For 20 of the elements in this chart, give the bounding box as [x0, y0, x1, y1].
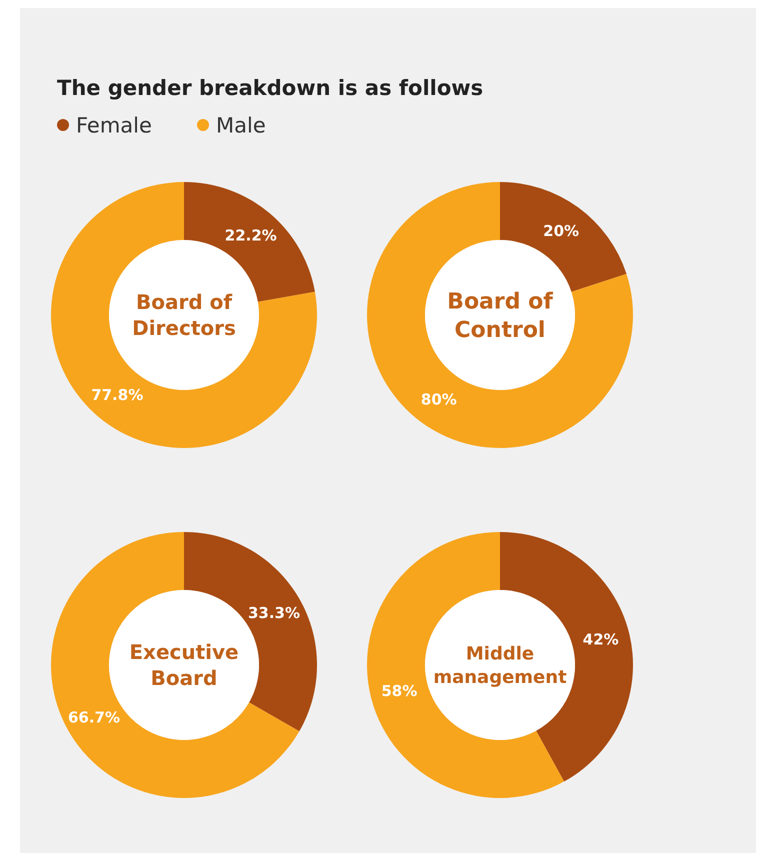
legend-label: Female: [76, 113, 152, 138]
data-label: 22.2%: [224, 226, 277, 245]
legend-label: Male: [216, 113, 266, 138]
donut-slice: [367, 182, 633, 448]
donut-slice: [51, 532, 300, 798]
donut-slice: [500, 182, 626, 292]
data-label: 33.3%: [248, 604, 300, 622]
donut-slice: [367, 532, 564, 798]
text: Middle management: [433, 644, 568, 688]
data-label: 58%: [381, 682, 418, 700]
chart-title: The gender breakdown is as follows: [57, 76, 484, 100]
data-label: 42%: [582, 630, 619, 648]
data-label: 66.7%: [68, 708, 120, 726]
data-label: 80%: [420, 390, 457, 408]
text: Executive Board: [129, 640, 239, 690]
text: Board of Directors: [132, 290, 236, 340]
text: Board of Control: [447, 289, 554, 343]
data-label: 20%: [543, 222, 580, 240]
donut-slice: [51, 182, 317, 448]
data-label: 77.8%: [91, 386, 144, 404]
